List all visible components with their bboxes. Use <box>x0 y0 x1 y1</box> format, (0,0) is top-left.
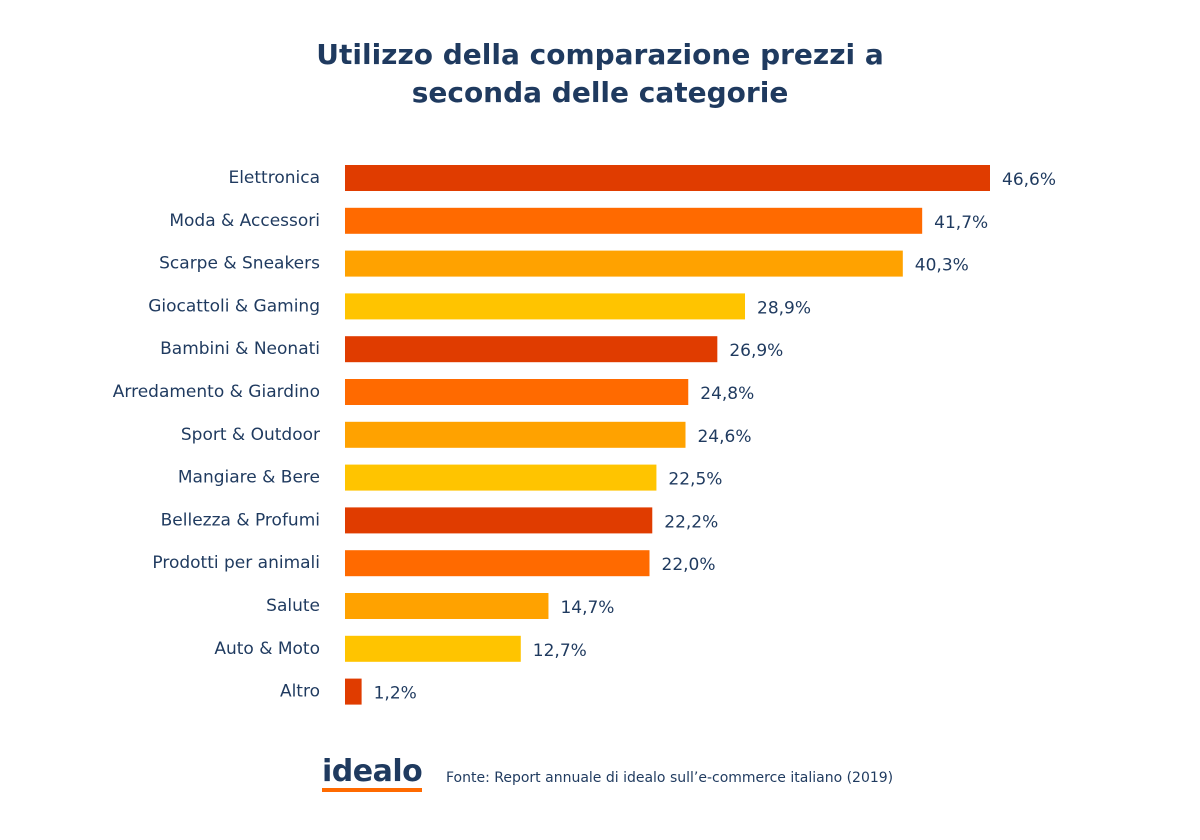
bar <box>345 593 549 619</box>
value-label: 1,2% <box>374 684 417 704</box>
bar <box>345 165 990 191</box>
bar <box>345 421 686 448</box>
bar <box>345 379 689 405</box>
bar <box>345 207 923 234</box>
value-label: 40,3% <box>915 256 969 276</box>
bar <box>345 293 746 320</box>
logo: idealo <box>322 756 423 792</box>
value-label: 24,8% <box>700 384 754 404</box>
bar <box>345 336 718 363</box>
value-label: 24,6% <box>697 427 751 447</box>
value-label: 41,7% <box>934 213 988 233</box>
value-label: 22,2% <box>664 512 718 532</box>
chart-title: Utilizzo della comparazione prezzi a sec… <box>316 38 884 109</box>
category-label: Bellezza & Profumi <box>161 510 320 530</box>
bar <box>345 507 653 534</box>
value-label: 28,9% <box>757 298 811 318</box>
bar <box>345 550 650 577</box>
category-label: Scarpe & Sneakers <box>159 254 320 274</box>
bar <box>345 678 362 705</box>
value-label: 22,0% <box>662 555 716 575</box>
category-label: Giocattoli & Gaming <box>148 296 320 316</box>
bar <box>345 635 521 662</box>
value-label: 22,5% <box>668 470 722 490</box>
bar <box>345 250 903 277</box>
category-label: Arredamento & Giardino <box>113 382 320 402</box>
value-label: 14,7% <box>560 598 614 618</box>
category-label: Altro <box>280 682 320 702</box>
category-label: Sport & Outdoor <box>181 425 320 445</box>
category-label: Bambini & Neonati <box>160 339 320 359</box>
source-note: Fonte: Report annuale di idealo sull’e-c… <box>446 770 894 786</box>
chart: Elettronica 46,6% Moda & Accessori 41,7% Sca… <box>113 165 1056 705</box>
category-label: Mangiare & Bere <box>178 468 320 488</box>
category-label: Prodotti per animali <box>152 553 320 573</box>
category-label: Auto & Moto <box>214 639 320 659</box>
bar <box>345 464 657 491</box>
value-label: 12,7% <box>533 641 587 661</box>
value-label: 26,9% <box>729 341 783 361</box>
category-label: Moda & Accessori <box>169 211 320 231</box>
category-label: Salute <box>266 596 320 616</box>
category-label: Elettronica <box>228 168 320 188</box>
value-label: 46,6% <box>1002 170 1056 190</box>
